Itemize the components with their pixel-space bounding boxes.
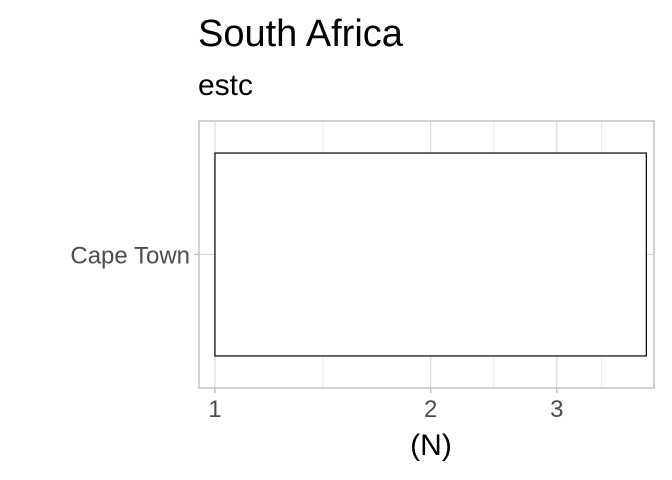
x-axis-ticks: [214, 388, 558, 393]
bar: [214, 152, 647, 357]
bars: [214, 152, 647, 357]
x-axis-title: (N): [410, 429, 452, 462]
x-tick-label: 3: [550, 396, 563, 423]
y-tick-label: Cape Town: [70, 243, 190, 270]
x-axis-labels: 1 2 3: [208, 396, 563, 423]
chart-title: South Africa: [198, 13, 404, 55]
y-axis-labels: Cape Town: [70, 243, 190, 270]
chart-subtitle: estc: [198, 69, 253, 102]
x-tick-label: 2: [424, 396, 437, 423]
x-tick-label: 1: [208, 396, 221, 423]
